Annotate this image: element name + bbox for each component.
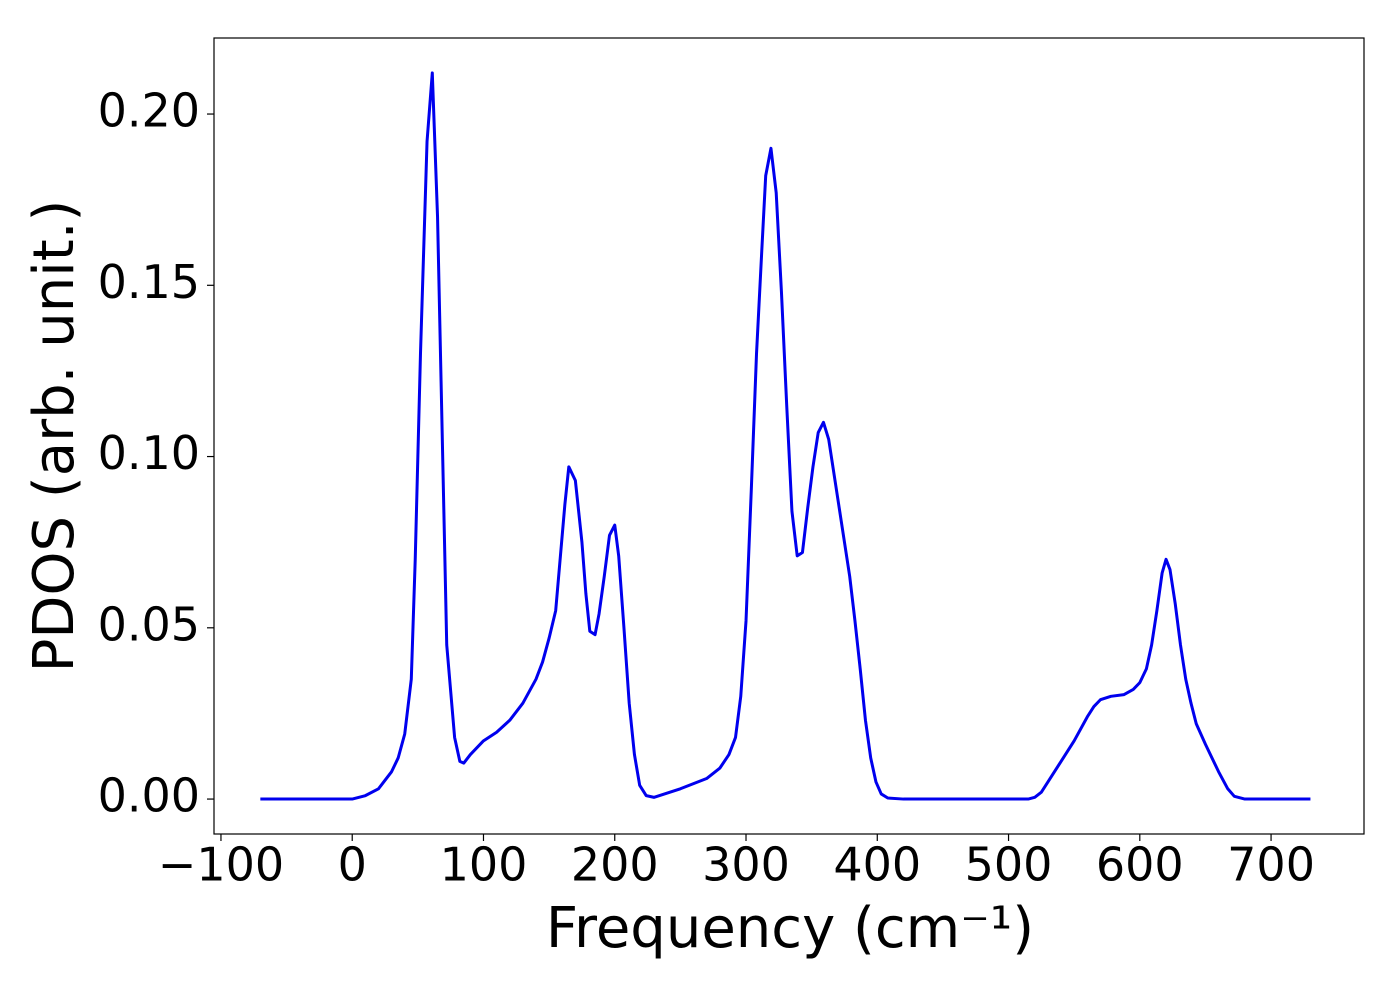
x-tick-label: 200 — [571, 838, 659, 892]
y-tick-label: 0.15 — [98, 255, 200, 309]
x-tick-label: −100 — [158, 838, 284, 892]
x-tick-label: 600 — [1096, 838, 1184, 892]
x-tick-label: 700 — [1227, 838, 1315, 892]
x-tick-label: 500 — [965, 838, 1053, 892]
x-tick-label: 400 — [833, 838, 921, 892]
y-tick-label: 0.20 — [98, 84, 200, 138]
y-tick-label: 0.00 — [98, 769, 200, 823]
x-tick-label: 300 — [702, 838, 790, 892]
x-tick-label: 100 — [440, 838, 528, 892]
x-tick-label: 0 — [338, 838, 367, 892]
data-line — [260, 71, 1311, 801]
y-axis-label: PDOS (arb. unit.) — [22, 200, 87, 673]
plot-frame — [213, 37, 1365, 835]
y-tick-label: 0.05 — [98, 597, 200, 651]
x-axis-label: Frequency (cm⁻¹) — [546, 896, 1034, 961]
y-tick-label: 0.10 — [98, 426, 200, 480]
